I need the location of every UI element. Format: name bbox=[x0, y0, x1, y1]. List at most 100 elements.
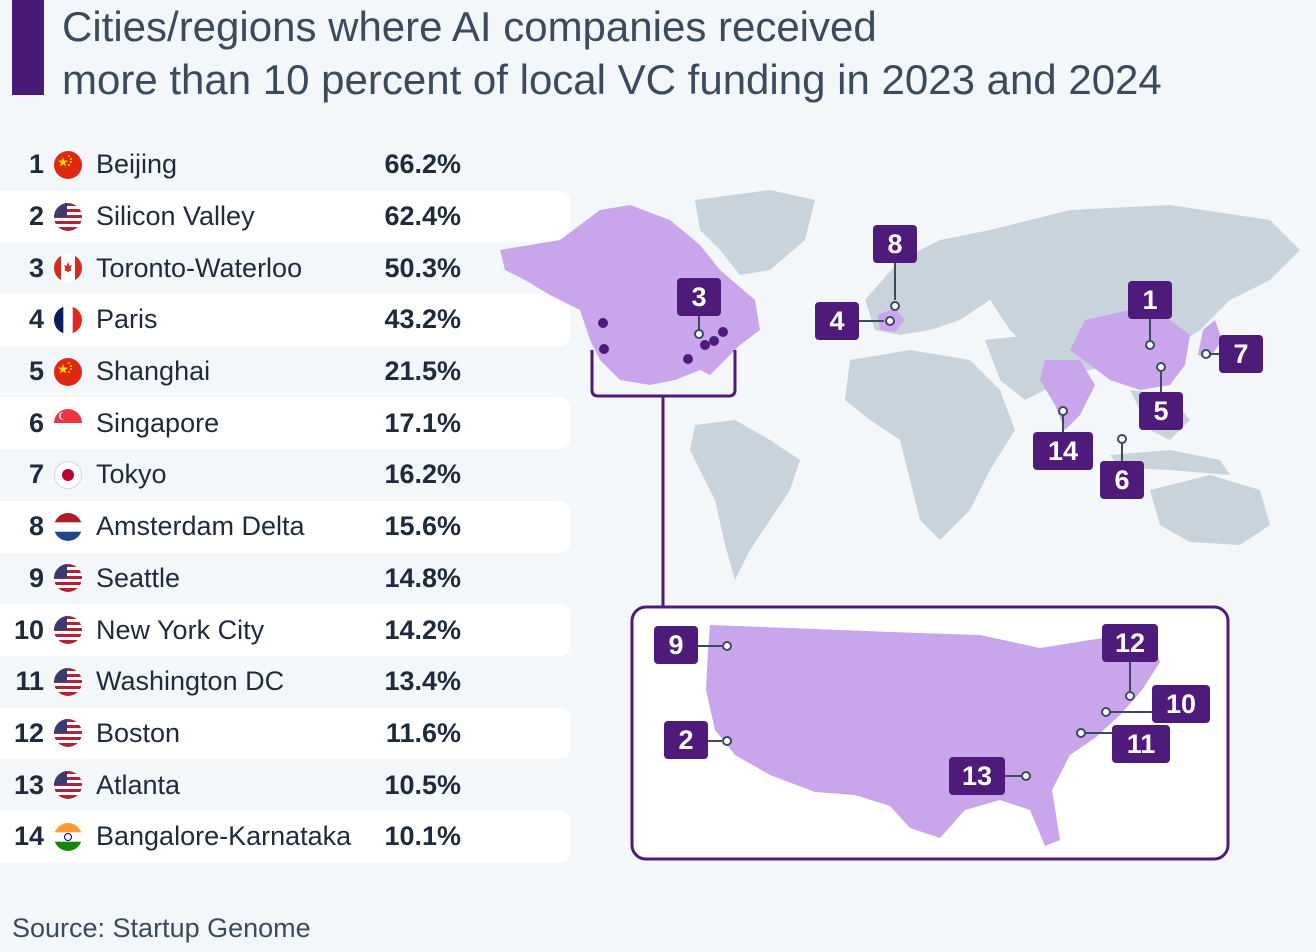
funding-share: 17.1% bbox=[384, 407, 461, 438]
rank-number: 3 bbox=[28, 252, 44, 283]
marker-label: 1 bbox=[1142, 285, 1157, 315]
city-name: Tokyo bbox=[96, 459, 167, 490]
usa-flag-icon bbox=[54, 719, 82, 748]
france-flag-icon bbox=[54, 305, 82, 334]
funding-share: 43.2% bbox=[384, 304, 461, 335]
title-accent-bar bbox=[12, 0, 44, 95]
funding-share: 10.1% bbox=[384, 821, 461, 852]
marker-label: 14 bbox=[1048, 436, 1078, 466]
list-item: 6 Singapore 17.1% bbox=[0, 397, 570, 450]
greenland-shape bbox=[695, 190, 815, 275]
funding-share: 16.2% bbox=[384, 459, 461, 490]
funding-share: 66.2% bbox=[384, 149, 461, 180]
rank-number: 1 bbox=[28, 149, 44, 180]
list-item: 13 Atlanta 10.5% bbox=[0, 759, 570, 811]
india-flag-icon bbox=[54, 822, 82, 851]
rank-number: 6 bbox=[28, 407, 44, 438]
city-name: Atlanta bbox=[96, 769, 181, 800]
funding-share: 21.5% bbox=[384, 356, 461, 387]
city-name: Shanghai bbox=[96, 356, 211, 387]
inset-marker-10: 10 bbox=[1101, 685, 1210, 723]
list-item: 12 Boston 11.6% bbox=[0, 707, 570, 760]
list-item: 2 Silicon Valley 62.4% bbox=[0, 190, 570, 243]
marker-label: 9 bbox=[668, 630, 683, 660]
usa-flag-icon bbox=[54, 616, 82, 645]
city-name: Paris bbox=[96, 304, 158, 335]
world-map: 3 8 4 1 7 5 bbox=[500, 190, 1300, 861]
usa-inset: 9 2 12 10 11 13 bbox=[630, 605, 1230, 861]
list-item: 9 Seattle 14.8% bbox=[0, 553, 570, 605]
chart-title: Cities/regions where AI companies receiv… bbox=[62, 0, 1282, 106]
rank-number: 10 bbox=[13, 614, 44, 645]
list-item: 4 Paris 43.2% bbox=[0, 294, 570, 346]
marker-label: 12 bbox=[1115, 628, 1145, 658]
us-city-dots bbox=[598, 318, 728, 364]
city-name: Silicon Valley bbox=[96, 201, 255, 232]
funding-share: 62.4% bbox=[384, 201, 461, 232]
city-name: Washington DC bbox=[96, 666, 285, 697]
marker-7: 7 bbox=[1201, 335, 1263, 373]
list-item: 3 Toronto-Waterloo 50.3% bbox=[0, 242, 570, 294]
inset-marker-12: 12 bbox=[1102, 624, 1158, 701]
usa-flag-icon bbox=[54, 564, 82, 593]
marker-label: 5 bbox=[1153, 396, 1168, 426]
rank-number: 14 bbox=[13, 821, 44, 852]
rank-number: 12 bbox=[13, 717, 44, 748]
rank-number: 11 bbox=[15, 666, 44, 697]
inset-marker-9: 9 bbox=[654, 626, 732, 664]
city-name: Seattle bbox=[96, 562, 181, 593]
funding-share: 14.2% bbox=[384, 614, 461, 645]
china-flag-icon bbox=[54, 357, 82, 386]
title-line-1: Cities/regions where AI companies receiv… bbox=[62, 3, 877, 50]
list-item: 5 Shanghai 21.5% bbox=[0, 346, 570, 398]
singapore-flag-icon bbox=[54, 409, 82, 438]
marker-label: 13 bbox=[962, 761, 992, 791]
source-note: Source: Startup Genome bbox=[12, 913, 311, 943]
city-name: Boston bbox=[96, 717, 181, 748]
marker-label: 4 bbox=[829, 306, 844, 336]
ranking-list: 1 Beijing 66.2% 2 Silicon Valley 62.4% 3 Toront… bbox=[0, 139, 570, 863]
world-landmass bbox=[690, 190, 1300, 580]
marker-5: 5 bbox=[1139, 362, 1183, 430]
marker-label: 11 bbox=[1127, 729, 1156, 759]
title-line-2: more than 10 percent of local VC funding… bbox=[62, 56, 1162, 103]
funding-share: 14.8% bbox=[384, 562, 461, 593]
africa-shape bbox=[845, 350, 1015, 540]
list-item: 1 Beijing 66.2% bbox=[0, 139, 570, 191]
netherlands-flag-icon bbox=[54, 512, 82, 541]
marker-4: 4 bbox=[815, 302, 895, 340]
city-name: Beijing bbox=[96, 149, 178, 180]
inset-marker-13: 13 bbox=[949, 757, 1031, 795]
marker-8: 8 bbox=[873, 225, 917, 311]
marker-14: 14 bbox=[1033, 406, 1093, 470]
marker-label: 10 bbox=[1166, 689, 1196, 719]
inset-marker-11: 11 bbox=[1076, 725, 1170, 763]
funding-share: 13.4% bbox=[384, 666, 461, 697]
usa-inset-shape bbox=[706, 625, 1160, 846]
middle-east-shape bbox=[985, 335, 1060, 400]
marker-3: 3 bbox=[677, 278, 721, 339]
japan-flag-icon bbox=[54, 460, 82, 489]
inset-marker-2: 2 bbox=[664, 721, 732, 759]
south-america-shape bbox=[690, 420, 800, 580]
marker-6: 6 bbox=[1100, 434, 1144, 499]
usa-flag-icon bbox=[54, 771, 82, 800]
funding-share: 10.5% bbox=[384, 769, 461, 800]
europe-shape bbox=[865, 230, 1030, 335]
north-america-highlight bbox=[500, 205, 760, 385]
rank-number: 2 bbox=[28, 201, 44, 232]
usa-flag-icon bbox=[54, 202, 82, 231]
marker-label: 8 bbox=[887, 229, 902, 259]
funding-share: 11.6% bbox=[385, 717, 461, 748]
china-flag-icon bbox=[54, 150, 82, 179]
decorative-corner-graphic bbox=[1006, 0, 1206, 30]
japan-highlight bbox=[1198, 320, 1222, 358]
marker-label: 2 bbox=[678, 725, 693, 755]
city-name: Bangalore-Karnataka bbox=[96, 821, 352, 852]
rank-number: 8 bbox=[28, 511, 44, 542]
marker-label: 7 bbox=[1233, 339, 1248, 369]
rank-number: 7 bbox=[28, 459, 44, 490]
canada-flag-icon bbox=[54, 254, 82, 283]
world-markers: 3 8 4 1 7 5 bbox=[677, 225, 1263, 499]
marker-1: 1 bbox=[1128, 281, 1172, 350]
